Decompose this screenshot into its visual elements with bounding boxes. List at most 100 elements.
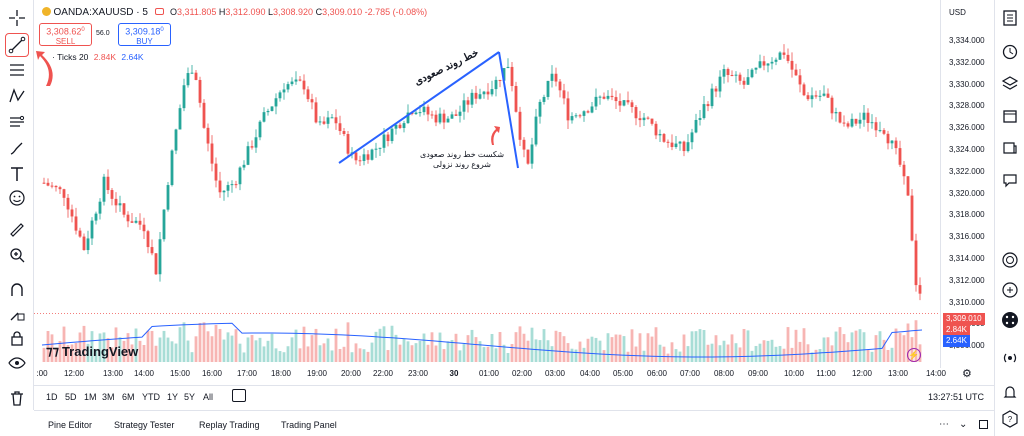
candle-body [862, 112, 866, 120]
volume-blue-badge: 2.64K [943, 335, 970, 347]
volume-bar [166, 337, 170, 362]
candle-body [766, 63, 770, 66]
ruler-icon[interactable] [5, 218, 29, 242]
volume-bar [294, 329, 298, 362]
text-tool-icon[interactable] [5, 162, 29, 186]
candle-body [394, 124, 398, 129]
candle-body [274, 98, 278, 107]
candle-body [654, 123, 658, 136]
candle-body [618, 101, 622, 106]
candle-body [810, 95, 814, 100]
uptrend-line[interactable] [338, 51, 500, 164]
candlestick-chart[interactable] [34, 0, 940, 368]
volume-bar [838, 327, 842, 362]
panel-tab-pine-editor[interactable]: Pine Editor [48, 420, 93, 430]
range-button-ytd[interactable]: YTD [142, 392, 160, 402]
panel-tab-strategy-tester[interactable]: Strategy Tester [114, 420, 175, 430]
watchlist-icon[interactable] [998, 6, 1022, 30]
time-axis[interactable]: :00 12:00 13:00 14:00 15:00 16:00 17:00 18:00 19… [34, 366, 994, 382]
range-button-1y[interactable]: 1Y [167, 392, 179, 402]
range-button-1m[interactable]: 1M [84, 392, 97, 402]
trend-line-tool-icon[interactable] [5, 33, 29, 57]
candle-body [602, 96, 606, 99]
help-icon[interactable]: ? [998, 407, 1022, 431]
clock-label[interactable]: 13:27:51 UTC [928, 392, 985, 402]
sell-button[interactable]: 3,308.620 SELL [39, 23, 92, 46]
candle-body [470, 92, 474, 105]
price-axis[interactable]: USD 3,334.000 3,332.000 3,330.000 3,328.000… [940, 0, 994, 368]
candle-body [586, 111, 590, 113]
volume-bar [282, 352, 286, 362]
news-icon[interactable] [998, 136, 1022, 160]
range-button-5y[interactable]: 5Y [184, 392, 196, 402]
emoji-icon[interactable] [5, 186, 29, 210]
zoom-icon[interactable] [5, 243, 29, 267]
settings-gear-icon[interactable]: ⚙ [962, 368, 972, 380]
more-icon[interactable]: ⋯ [939, 419, 949, 430]
break-annotation[interactable]: شکست خط روند صعودی شروع روند نزولی [412, 150, 512, 170]
candle-body [330, 117, 334, 119]
trash-icon[interactable] [5, 386, 29, 410]
prediction-tool-icon[interactable] [5, 110, 29, 134]
chart-pane[interactable]: OANDA:XAUUSD · 5 O3,311.805 H3,312.090 L… [34, 0, 940, 368]
chevron-down-icon[interactable]: ⌄ [959, 419, 968, 430]
range-button-all[interactable]: All [203, 392, 214, 402]
high-value: 3,312.090 [225, 7, 266, 17]
candle-body [178, 108, 182, 130]
volume-bar [854, 330, 858, 362]
candle-body [498, 79, 502, 81]
volume-legend: · Ticks 20 2.84K 2.64K [52, 52, 144, 62]
symbol-name[interactable]: OANDA:XAUUSD · 5 [53, 7, 148, 18]
volume-bar [566, 343, 570, 362]
target-icon[interactable] [998, 248, 1022, 272]
candle-body [262, 112, 266, 122]
candle-body [906, 176, 910, 196]
volume-bar [174, 343, 178, 362]
broadcast-icon[interactable] [998, 346, 1022, 370]
range-button-1d[interactable]: 1D [46, 392, 58, 402]
fib-tool-icon[interactable] [5, 58, 29, 82]
notifications-icon[interactable] [998, 380, 1022, 404]
volume-bar [546, 340, 550, 362]
currency-label[interactable]: USD [949, 8, 966, 17]
candle-body [406, 112, 410, 124]
range-button-3m[interactable]: 3M [102, 392, 115, 402]
downtrend-line[interactable] [498, 51, 519, 169]
lock-drawing-icon[interactable] [5, 302, 29, 326]
panel-tab-trading-panel[interactable]: Trading Panel [281, 420, 337, 430]
volume-bar [614, 334, 618, 362]
range-button-5d[interactable]: 5D [65, 392, 77, 402]
chat-icon[interactable] [998, 168, 1022, 192]
layers-icon[interactable] [998, 72, 1022, 96]
calendar-icon[interactable] [998, 104, 1022, 128]
buy-button[interactable]: 3,309.180 BUY [118, 23, 171, 46]
volume-bar [634, 346, 638, 362]
eye-icon[interactable] [5, 351, 29, 375]
candle-body [610, 95, 614, 98]
candle-body [614, 97, 618, 102]
volume-bar [574, 349, 578, 362]
magnet-icon[interactable] [5, 278, 29, 302]
candle-body [854, 118, 858, 124]
volume-bar [826, 337, 830, 362]
candle-body [134, 220, 138, 223]
range-button-6m[interactable]: 6M [122, 392, 135, 402]
crosshair-icon[interactable] [5, 6, 29, 30]
maximize-icon[interactable] [979, 420, 988, 429]
data-window-icon[interactable] [998, 278, 1022, 302]
goto-date-icon[interactable] [232, 389, 246, 402]
pattern-tool-icon[interactable] [5, 84, 29, 108]
volume-bar [170, 341, 174, 362]
candle-body [70, 209, 74, 217]
candle-body [566, 98, 570, 121]
apps-grid-icon[interactable] [998, 308, 1022, 332]
brush-icon[interactable] [5, 136, 29, 160]
candle-body [366, 154, 370, 160]
volume-legend-name[interactable]: Ticks 20 [57, 52, 89, 62]
flash-icon[interactable]: ⚡ [907, 348, 921, 362]
time-tick-label: 13:00 [887, 369, 909, 378]
panel-tab-replay-trading[interactable]: Replay Trading [199, 420, 260, 430]
volume-bar [426, 344, 430, 362]
lock-icon[interactable] [5, 326, 29, 350]
alerts-clock-icon[interactable] [998, 40, 1022, 64]
